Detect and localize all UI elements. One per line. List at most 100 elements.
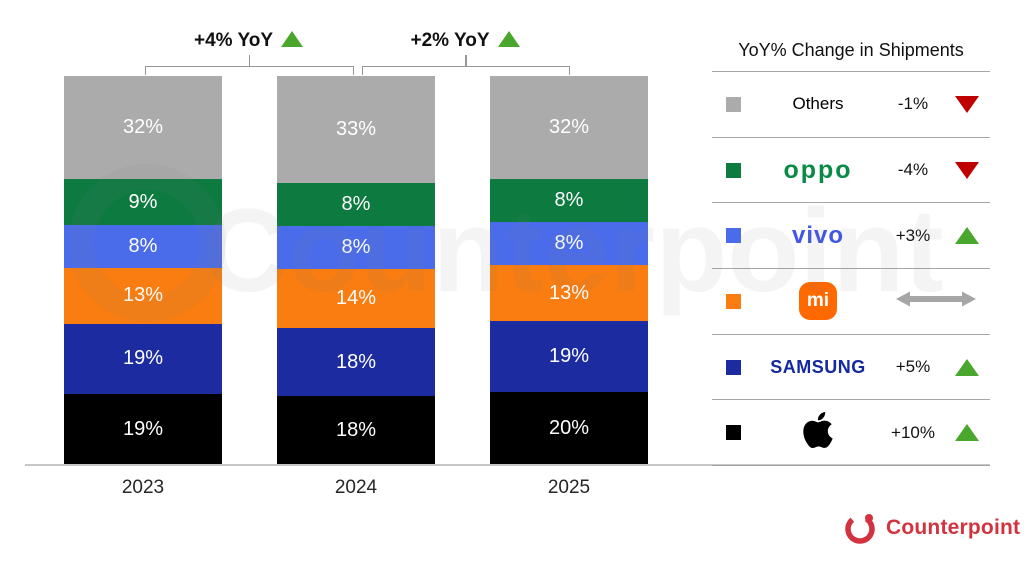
bar-2025: 32% 8% 8% 13% 19% 20% xyxy=(490,76,648,465)
vivo-logo: vivo xyxy=(792,222,844,250)
up-triangle-icon xyxy=(497,31,520,47)
segment-value-label: 19% xyxy=(122,418,164,441)
segment-apple-2024: 18% xyxy=(277,396,435,466)
segment-others-2024: 33% xyxy=(277,76,435,183)
legend-swatch-vivo xyxy=(725,228,741,244)
yoy-annotation-2: +2% YoY xyxy=(355,30,575,52)
counterpoint-icon xyxy=(845,514,875,544)
down-triangle-icon xyxy=(955,95,979,113)
mi-badge-icon: mi xyxy=(799,282,837,321)
legend-row-vivo: vivo +3% xyxy=(712,202,990,268)
counterpoint-logo: Counterpoint xyxy=(843,511,1020,545)
segment-value-label: 14% xyxy=(335,286,377,309)
segment-apple-2025: 20% xyxy=(490,391,648,465)
legend-rows: Others -1% oppo -4% vivo +3% mi SAMSUNG +5% +10% xyxy=(712,71,990,467)
vivo-wordmark: vivo xyxy=(791,221,845,249)
apple-logo xyxy=(800,409,836,456)
legend-arrow-cell xyxy=(955,95,979,113)
yoy-annotation-1: +4% YoY xyxy=(139,30,359,52)
legend-change-value: +3% xyxy=(895,225,931,245)
segment-xiaomi-2025: 13% xyxy=(490,265,648,322)
year-label-2024: 2024 xyxy=(334,477,378,498)
oppo-logo: oppo xyxy=(783,156,852,185)
samsung-logo: SAMSUNG xyxy=(770,357,866,378)
segment-value-label: 19% xyxy=(548,344,590,367)
segment-xiaomi-2023: 13% xyxy=(64,267,222,324)
legend-change-value: -4% xyxy=(897,160,929,180)
legend-arrow-cell xyxy=(955,424,979,442)
segment-value-label: 20% xyxy=(548,416,590,439)
segment-oppo-2023: 9% xyxy=(64,179,222,225)
legend-panel: YoY% Change in Shipments Others -1% oppo -4… xyxy=(712,30,990,467)
legend-title: YoY% Change in Shipments xyxy=(738,40,964,60)
legend-change-value: +5% xyxy=(895,357,931,377)
legend-arrow-cell xyxy=(955,161,979,179)
segment-oppo-2025: 8% xyxy=(490,179,648,223)
legend-swatch-apple xyxy=(725,425,741,441)
xiaomi-logo: mi xyxy=(799,282,837,321)
legend-swatch-oppo xyxy=(725,162,741,178)
segment-others-2025: 32% xyxy=(490,76,648,180)
segment-value-label: 13% xyxy=(548,281,590,304)
segment-value-label: 18% xyxy=(335,419,377,442)
yoy-annotation-text: +2% YoY xyxy=(410,30,490,51)
x-axis-line xyxy=(25,464,990,466)
segment-value-label: 19% xyxy=(122,347,164,370)
yoy-bracket-1 xyxy=(145,66,354,75)
segment-value-label: 33% xyxy=(335,117,377,140)
segment-value-label: 8% xyxy=(128,234,158,257)
legend-row-samsung: SAMSUNG +5% xyxy=(712,333,990,400)
segment-value-label: 32% xyxy=(122,116,164,139)
legend-arrow-cell xyxy=(955,227,979,245)
up-triangle-icon xyxy=(955,358,979,376)
segment-samsung-2024: 18% xyxy=(277,327,435,397)
segment-value-label: 8% xyxy=(341,236,371,259)
segment-value-label: 8% xyxy=(341,192,371,215)
year-label-2025: 2025 xyxy=(547,477,591,498)
segment-value-label: 8% xyxy=(554,232,584,255)
up-triangle-icon xyxy=(955,227,979,245)
legend-swatch-samsung xyxy=(725,359,741,375)
yoy-bracket-stem xyxy=(465,55,467,66)
legend-row-oppo: oppo -4% xyxy=(712,136,990,203)
segment-value-label: 32% xyxy=(548,116,590,139)
legend-row-others: Others -1% xyxy=(712,71,990,137)
segment-value-label: 13% xyxy=(122,284,164,307)
legend-row-xiaomi: mi xyxy=(712,268,990,334)
segment-value-label: 8% xyxy=(554,189,584,212)
legend-swatch-xiaomi xyxy=(725,293,741,309)
segment-samsung-2025: 19% xyxy=(490,321,648,392)
segment-vivo-2025: 8% xyxy=(490,222,648,266)
legend-swatch-others xyxy=(725,96,741,112)
segment-xiaomi-2024: 14% xyxy=(277,269,435,328)
segment-vivo-2023: 8% xyxy=(64,224,222,268)
segment-oppo-2024: 8% xyxy=(277,182,435,226)
bar-2023: 32% 9% 8% 13% 19% 19% xyxy=(64,76,222,465)
legend-brand-others: Others xyxy=(792,94,843,114)
yoy-bracket-2 xyxy=(362,66,570,75)
oppo-wordmark: oppo xyxy=(783,155,853,184)
legend-change-value: -1% xyxy=(897,94,929,114)
segment-samsung-2023: 19% xyxy=(64,323,222,395)
year-label-2023: 2023 xyxy=(121,477,165,498)
segment-apple-2023: 19% xyxy=(64,394,222,465)
flat-arrow-icon xyxy=(896,290,976,313)
counterpoint-wordmark: Counterpoint xyxy=(886,516,1021,539)
up-triangle-icon xyxy=(281,31,304,47)
up-triangle-icon xyxy=(955,424,979,442)
down-triangle-icon xyxy=(955,161,979,179)
yoy-annotation-text: +4% YoY xyxy=(193,30,274,51)
segment-others-2023: 32% xyxy=(64,76,222,180)
apple-icon xyxy=(803,412,833,449)
segment-value-label: 18% xyxy=(335,350,377,373)
legend-change-value: +10% xyxy=(891,422,935,442)
legend-row-apple: +10% xyxy=(712,399,990,467)
samsung-wordmark: SAMSUNG xyxy=(770,356,866,377)
legend-arrow-cell xyxy=(955,358,979,376)
yoy-bracket-stem xyxy=(248,55,250,66)
bar-2024: 33% 8% 8% 14% 18% 18% xyxy=(277,76,435,466)
others-label: Others xyxy=(792,94,844,114)
segment-vivo-2024: 8% xyxy=(277,225,435,270)
segment-value-label: 9% xyxy=(128,190,158,213)
